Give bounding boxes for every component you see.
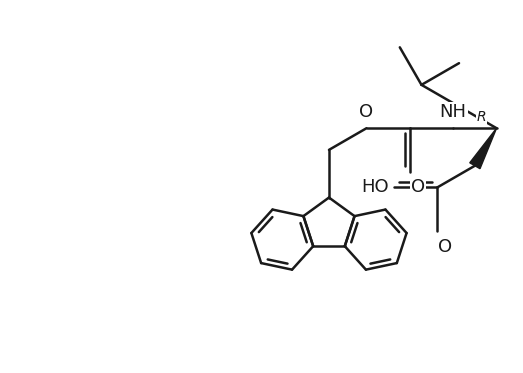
Text: HO: HO [361,178,389,197]
Text: O: O [438,238,452,256]
Text: O: O [411,178,425,197]
Text: NH: NH [440,103,467,121]
Polygon shape [470,128,496,169]
Text: R: R [476,110,486,124]
Text: O: O [359,103,373,121]
